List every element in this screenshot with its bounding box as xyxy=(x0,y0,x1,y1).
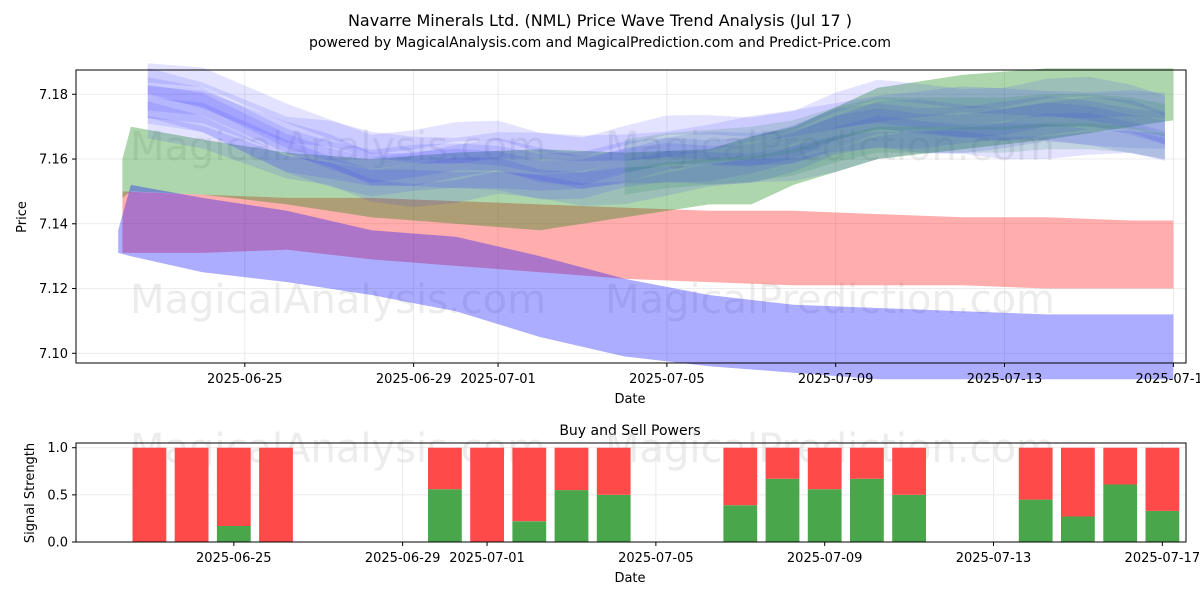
price-waves xyxy=(147,63,1165,207)
buy-bar xyxy=(1018,499,1053,542)
red-band xyxy=(122,191,1174,289)
signal-x-ticks: 2025-06-25 2025-06-29 2025-07-01 2025-07-05… xyxy=(196,542,1200,566)
price-x-tick-label: 2025-06-25 xyxy=(207,372,283,387)
price-y-tick-label: 7.18 xyxy=(39,88,68,103)
wave-ribbon xyxy=(147,84,1165,200)
sell-bar xyxy=(1061,447,1095,517)
sell-bar xyxy=(1018,447,1053,500)
price-x-label: Date xyxy=(614,392,645,407)
buy-bar xyxy=(807,489,842,542)
sell-bar xyxy=(216,447,251,526)
sell-bar xyxy=(259,447,293,542)
sell-bar xyxy=(470,447,504,542)
price-bands xyxy=(118,68,1174,380)
signal-y-ticks: 0.0 0.5 1.0 xyxy=(47,441,76,551)
signal-x-tick-label: 2025-07-13 xyxy=(956,551,1032,566)
sell-bar xyxy=(892,447,926,495)
sell-bar xyxy=(850,447,884,479)
signal-title: Buy and Sell Powers xyxy=(559,423,700,439)
price-plot-area xyxy=(76,70,1186,363)
price-plot-frame xyxy=(75,69,1187,364)
chart-subtitle: powered by MagicalAnalysis.com and Magic… xyxy=(309,35,891,51)
sell-bar xyxy=(596,447,631,495)
watermark-1: MagicalAnalysis.com xyxy=(130,124,546,170)
buy-bar xyxy=(765,478,800,542)
signal-x-tick-label: 2025-07-09 xyxy=(787,551,863,566)
buy-bar xyxy=(1145,510,1180,542)
signal-x-tick-label: 2025-07-17 xyxy=(1125,551,1200,566)
price-y-tick-label: 7.16 xyxy=(39,153,68,168)
buy-bar xyxy=(850,478,884,542)
sell-bar xyxy=(428,447,462,490)
wave-ribbon xyxy=(147,77,1165,174)
signal-chart: Buy and Sell Powers MagicalAnalysis.com … xyxy=(23,423,1200,586)
sell-bar xyxy=(807,447,842,490)
signal-y-label: Signal Strength xyxy=(23,443,38,543)
watermark-3: MagicalAnalysis.com xyxy=(130,277,546,323)
signal-x-tick-label: 2025-07-01 xyxy=(449,551,525,566)
watermark-2: MagicalPrediction.com xyxy=(605,124,1055,170)
price-x-ticks: 2025-06-25 2025-06-29 2025-07-01 2025-07-05… xyxy=(207,363,1200,387)
price-y-tick-label: 7.14 xyxy=(39,217,68,232)
sell-bar xyxy=(765,447,800,479)
buy-bar xyxy=(428,489,462,542)
sell-bar xyxy=(1145,447,1180,511)
signal-x-tick-label: 2025-06-25 xyxy=(196,551,272,566)
price-y-ticks: 7.10 7.12 7.14 7.16 7.18 xyxy=(39,88,76,362)
signal-plot-frame xyxy=(75,442,1187,543)
buy-bar xyxy=(554,490,589,542)
price-grid xyxy=(76,70,1186,363)
sell-bar xyxy=(1103,447,1138,485)
sell-bar xyxy=(132,447,167,542)
signal-y-tick-label: 0.0 xyxy=(47,536,68,551)
wave-ribbon xyxy=(147,86,1165,189)
price-x-tick-label: 2025-06-29 xyxy=(376,372,452,387)
buy-bar xyxy=(723,505,758,542)
wave-ribbon xyxy=(147,115,1165,207)
signal-bars xyxy=(132,447,1180,542)
price-x-tick-label: 2025-07-13 xyxy=(967,372,1043,387)
green-band xyxy=(122,68,1174,231)
watermark-4: MagicalPrediction.com xyxy=(605,277,1055,323)
buy-bar xyxy=(1103,484,1138,542)
chart-title: Navarre Minerals Ltd. (NML) Price Wave T… xyxy=(348,11,852,30)
price-y-tick-label: 7.12 xyxy=(39,282,68,297)
wave-ribbon-green xyxy=(624,94,1165,172)
signal-x-tick-label: 2025-07-05 xyxy=(618,551,694,566)
price-watermarks: MagicalAnalysis.com MagicalPrediction.co… xyxy=(130,124,1055,323)
buy-bar xyxy=(892,494,926,542)
buy-bar xyxy=(596,494,631,542)
signal-x-tick-label: 2025-06-29 xyxy=(365,551,441,566)
buy-bar xyxy=(1061,516,1095,542)
signal-x-label: Date xyxy=(614,571,645,586)
price-y-tick-label: 7.10 xyxy=(39,347,68,362)
sell-bar xyxy=(174,447,209,542)
wave-ribbon xyxy=(147,101,1165,191)
sell-bar xyxy=(512,447,547,522)
signal-y-tick-label: 1.0 xyxy=(47,441,68,456)
sell-bar xyxy=(723,447,758,506)
price-x-tick-label: 2025-07-01 xyxy=(460,372,536,387)
sell-bar xyxy=(554,447,589,491)
price-x-tick-label: 2025-07-09 xyxy=(798,372,874,387)
signal-y-tick-label: 0.5 xyxy=(47,488,68,503)
price-y-label: Price xyxy=(15,201,30,233)
price-x-tick-label: 2025-07-05 xyxy=(629,372,705,387)
price-chart: MagicalAnalysis.com MagicalPrediction.co… xyxy=(15,63,1200,407)
wave-ribbon xyxy=(147,63,1165,157)
buy-bar xyxy=(216,526,251,542)
wave-ribbon-green xyxy=(624,123,1165,195)
buy-bar xyxy=(512,521,547,542)
wave-ribbon xyxy=(147,67,1165,164)
blue-band xyxy=(118,184,1174,380)
price-x-tick-label: 2025-07-17 xyxy=(1136,372,1200,387)
